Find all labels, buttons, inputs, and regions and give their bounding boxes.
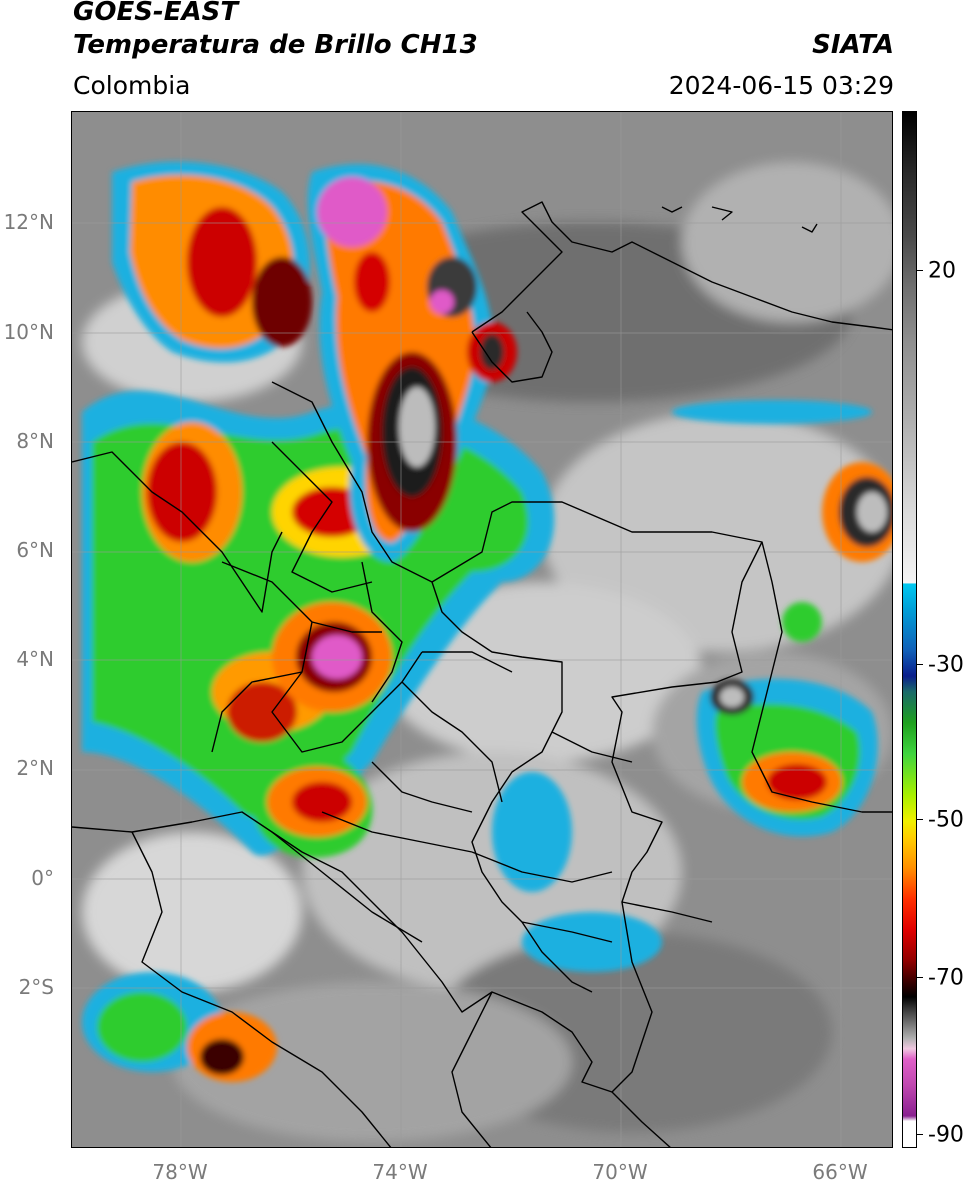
region-label: Colombia bbox=[73, 71, 191, 100]
lat-label-2s: 2°S bbox=[18, 975, 54, 999]
lat-label-2n: 2°N bbox=[16, 756, 54, 780]
lon-label-78w: 78°W bbox=[152, 1160, 208, 1184]
lat-label-8n: 8°N bbox=[16, 429, 54, 453]
colorbar-label-minus70: -70 bbox=[928, 965, 964, 991]
colorbar-label-minus90: -90 bbox=[928, 1122, 964, 1148]
lat-label-6n: 6°N bbox=[16, 538, 54, 562]
organization-label: SIATA bbox=[812, 30, 894, 60]
product-title: Temperatura de Brillo CH13 bbox=[73, 30, 478, 60]
colorbar-label-minus50: -50 bbox=[928, 807, 964, 833]
lat-label-12n: 12°N bbox=[3, 210, 54, 234]
colorbar-label-minus30: -30 bbox=[928, 652, 964, 678]
lon-label-70w: 70°W bbox=[592, 1160, 648, 1184]
satellite-title: GOES-EAST bbox=[73, 0, 239, 27]
lon-label-74w: 74°W bbox=[372, 1160, 428, 1184]
lat-label-10n: 10°N bbox=[3, 320, 54, 344]
lat-label-4n: 4°N bbox=[16, 647, 54, 671]
satellite-map[interactable] bbox=[71, 111, 893, 1148]
brightness-temperature-image bbox=[72, 112, 892, 1147]
lat-label-0: 0° bbox=[31, 866, 54, 890]
timestamp-label: 2024-06-15 03:29 bbox=[668, 71, 894, 100]
temperature-colorbar bbox=[902, 111, 917, 1148]
lon-label-66w: 66°W bbox=[812, 1160, 868, 1184]
colorbar-label-20: 20 bbox=[928, 258, 956, 284]
